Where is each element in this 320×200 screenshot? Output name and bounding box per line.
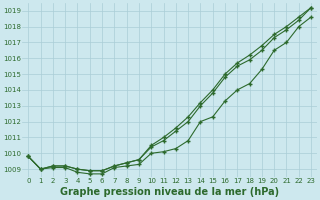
X-axis label: Graphe pression niveau de la mer (hPa): Graphe pression niveau de la mer (hPa) [60, 187, 279, 197]
